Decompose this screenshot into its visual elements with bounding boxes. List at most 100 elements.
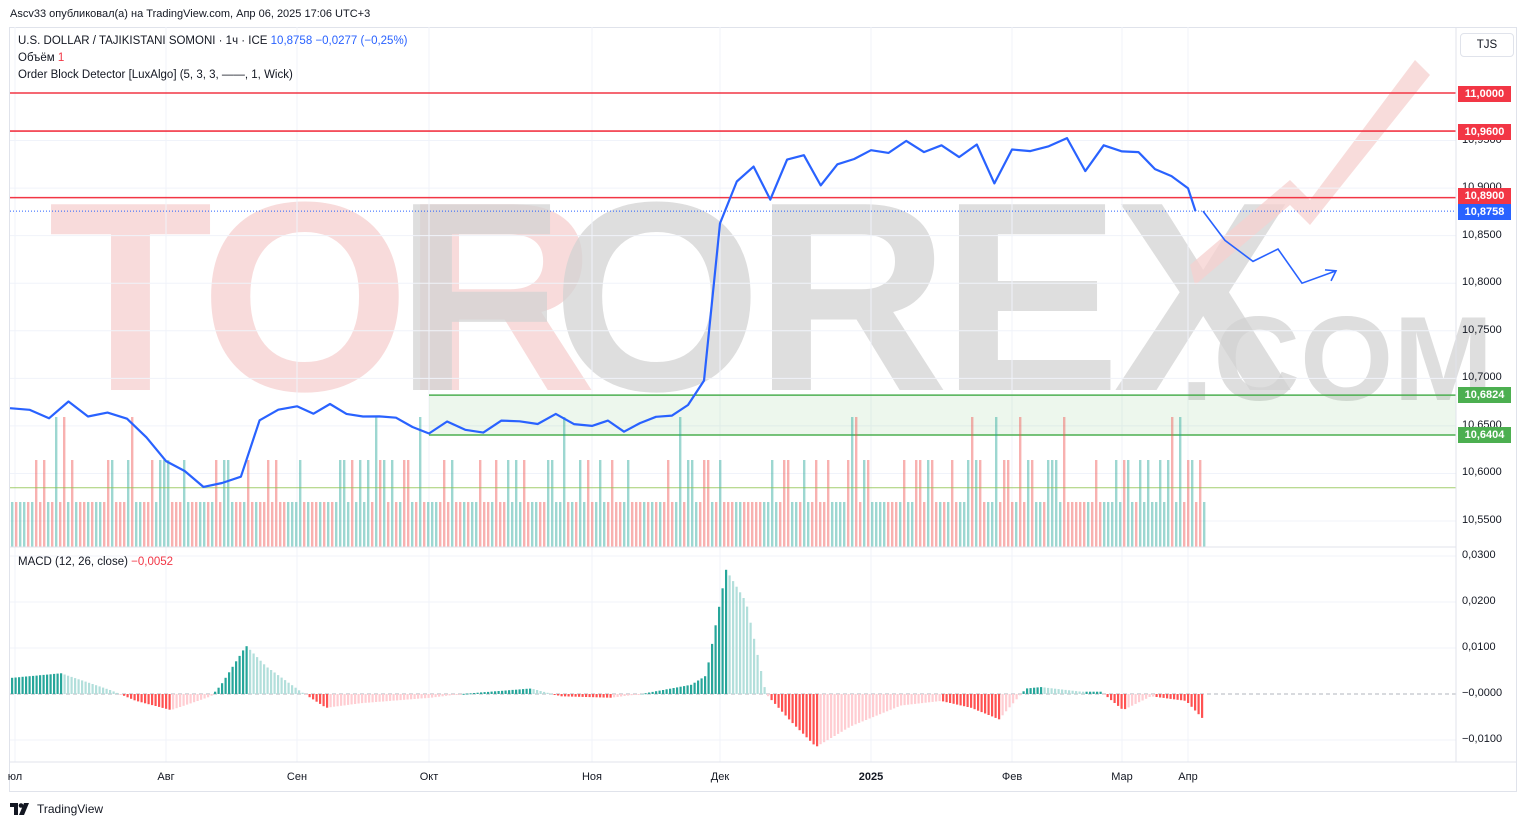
volume-bar xyxy=(495,460,498,547)
volume-bar xyxy=(647,502,650,547)
macd-axis-label: 0,0300 xyxy=(1462,549,1496,561)
macd-bar xyxy=(469,693,472,695)
macd-bar xyxy=(837,694,840,734)
macd-bar xyxy=(270,670,273,694)
macd-bar xyxy=(711,643,714,694)
macd-bar xyxy=(984,694,987,714)
macd-bar xyxy=(413,694,416,699)
volume-bar xyxy=(559,502,562,547)
volume-bar xyxy=(1123,460,1126,547)
price-tag-11000: 11,0000 xyxy=(1458,86,1511,102)
volume-bar xyxy=(483,502,486,547)
macd-bar xyxy=(490,691,493,694)
volume-bar xyxy=(831,502,834,547)
volume-bar xyxy=(27,502,30,547)
volume-bar xyxy=(311,502,314,547)
macd-bar xyxy=(305,694,308,695)
macd-bar xyxy=(830,694,833,738)
macd-bar xyxy=(770,694,773,701)
macd-bar xyxy=(1166,694,1169,699)
volume-bar xyxy=(283,502,286,547)
macd-legend[interactable]: MACD (12, 26, close) −0,0052 xyxy=(18,556,173,568)
volume-bar xyxy=(327,502,330,547)
volume-bar xyxy=(319,502,322,547)
macd-bar xyxy=(567,694,570,697)
macd-bar xyxy=(1033,687,1036,694)
macd-bar xyxy=(735,586,738,694)
macd-bar xyxy=(1131,694,1134,706)
macd-bar xyxy=(46,674,49,694)
volume-bar xyxy=(99,502,102,547)
macd-bar xyxy=(112,691,115,694)
macd-bar xyxy=(662,690,665,694)
volume-bar xyxy=(147,502,150,547)
time-axis-label: юл xyxy=(7,771,23,783)
volume-bar xyxy=(843,502,846,547)
price-axis-label: 10,8500 xyxy=(1462,228,1502,241)
volume-bar xyxy=(815,460,818,547)
macd-bar xyxy=(504,690,507,694)
macd-bar xyxy=(266,667,269,694)
macd-bar xyxy=(511,689,514,694)
macd-bar xyxy=(60,673,63,694)
publisher-line: Ascv33 опубликовал(а) на TradingView.com… xyxy=(10,8,371,20)
macd-bar xyxy=(63,674,66,694)
volume-bar xyxy=(1203,502,1206,547)
macd-bar xyxy=(935,694,938,702)
volume-bar xyxy=(1199,460,1202,547)
macd-bar xyxy=(868,694,871,719)
macd-bar xyxy=(1134,694,1137,704)
tradingview-logo[interactable]: TradingView xyxy=(10,802,103,816)
macd-bar xyxy=(319,694,322,704)
volume-bar xyxy=(15,502,18,547)
macd-bar xyxy=(602,694,605,698)
volume-bar xyxy=(1103,502,1106,547)
macd-bar xyxy=(105,688,108,694)
volume-bar xyxy=(479,460,482,547)
volume-bar xyxy=(715,502,718,547)
volume-legend[interactable]: Объём 1 xyxy=(18,52,64,64)
macd-bar xyxy=(921,694,924,704)
volume-bar xyxy=(163,460,166,547)
macd-bar xyxy=(669,688,672,694)
volume-bar xyxy=(315,502,318,547)
macd-name: MACD (12, 26, close) xyxy=(18,556,128,568)
macd-bar xyxy=(910,694,913,705)
currency-button[interactable]: TJS xyxy=(1460,33,1514,57)
macd-bar xyxy=(1127,694,1130,708)
macd-bar xyxy=(417,694,420,699)
macd-bar xyxy=(973,694,976,710)
volume-bar xyxy=(159,460,162,547)
volume-bar xyxy=(971,417,974,547)
volume-bar xyxy=(655,502,658,547)
macd-bar xyxy=(200,694,203,700)
volume-bar xyxy=(455,502,458,547)
macd-bar xyxy=(987,694,990,715)
volume-bar xyxy=(175,502,178,547)
volume-bar xyxy=(223,460,226,547)
macd-bar xyxy=(588,694,591,698)
macd-bar xyxy=(1022,691,1025,694)
macd-bar xyxy=(438,694,441,697)
volume-bar xyxy=(639,502,642,547)
volume-bar xyxy=(79,502,82,547)
macd-bar xyxy=(1138,694,1141,703)
volume-bar xyxy=(807,502,810,547)
volume-bar xyxy=(1039,502,1042,547)
macd-bar xyxy=(963,694,966,707)
macd-bar xyxy=(406,694,409,700)
volume-bar xyxy=(1027,460,1030,547)
macd-bar xyxy=(382,694,385,702)
macd-bar xyxy=(854,694,857,725)
volume-bar xyxy=(375,417,378,547)
volume-bar xyxy=(571,502,574,547)
macd-bar xyxy=(756,654,759,694)
macd-bar xyxy=(221,683,224,694)
macd-bar xyxy=(137,694,140,702)
symbol-legend[interactable]: U.S. DOLLAR / TAJIKISTANI SOMONI · 1ч · … xyxy=(18,35,408,47)
macd-bar xyxy=(210,694,213,696)
indicator-legend[interactable]: Order Block Detector [LuxAlgo] (5, 3, 3,… xyxy=(18,69,293,81)
macd-bar xyxy=(1194,694,1197,711)
macd-bar xyxy=(658,690,661,694)
